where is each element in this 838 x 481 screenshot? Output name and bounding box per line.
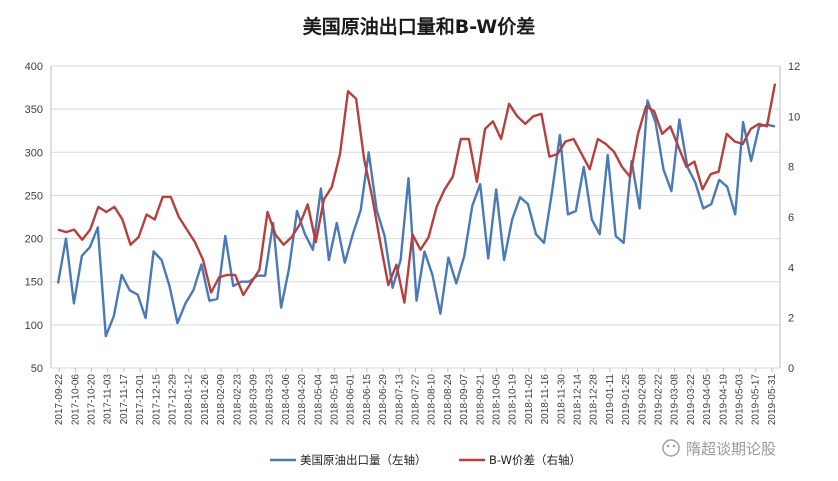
x-tick-label: 2017-10-06: [70, 374, 81, 426]
x-tick-label: 2018-07-13: [394, 374, 405, 426]
x-tick-label: 2018-08-24: [443, 374, 454, 426]
series-line-export-volume: [56, 99, 776, 338]
x-tick-label: 2018-06-29: [378, 374, 389, 426]
x-tick-label: 2018-08-10: [427, 374, 438, 426]
left-y-tick-label: 400: [25, 61, 43, 73]
x-tick-label: 2018-04-20: [297, 374, 308, 426]
right-y-tick-label: 12: [788, 61, 800, 73]
x-tick-label: 2019-04-19: [718, 374, 729, 426]
watermark-icon-dot: [666, 444, 670, 448]
x-tick-label: 2018-11-02: [524, 374, 535, 425]
chart-title: 美国原油出口量和B-W价差: [303, 15, 535, 38]
right-y-tick-label: 0: [788, 363, 794, 375]
left-y-tick-label: 100: [25, 320, 43, 332]
right-y-tick-label: 2: [788, 313, 794, 325]
legend-label-export: 美国原油出口量（左轴）: [300, 453, 427, 467]
right-y-tick-label: 4: [788, 262, 794, 274]
x-tick-label: 2018-01-26: [200, 374, 211, 426]
series-lines: [56, 83, 777, 338]
x-tick-label: 2018-12-28: [589, 374, 600, 426]
left-y-tick-label: 350: [25, 104, 43, 116]
legend-label-spread: B-W价差（右轴）: [489, 453, 581, 467]
left-y-tick-label: 50: [31, 363, 43, 375]
left-y-axis: 50 100 150 200 250 300 350 400: [25, 61, 43, 375]
x-tick-label: 2019-01-25: [621, 374, 632, 426]
x-tick-label: 2018-03-09: [249, 374, 260, 426]
x-tick-label: 2017-09-22: [54, 374, 65, 426]
x-tick-label: 2018-05-18: [330, 374, 341, 426]
x-tick-label: 2018-06-15: [362, 374, 373, 426]
x-tick-label: 2019-02-08: [637, 374, 648, 426]
left-y-tick-label: 250: [25, 190, 43, 202]
x-tick-label: 2019-04-05: [702, 374, 713, 426]
x-tick-label: 2018-04-06: [281, 374, 292, 426]
x-tick-label: 2018-02-09: [216, 374, 227, 426]
x-tick-label: 2017-12-15: [151, 374, 162, 426]
x-tick-label: 2018-10-05: [492, 374, 503, 426]
x-tick-label: 2017-10-20: [87, 374, 98, 426]
x-tick-label: 2017-11-17: [119, 374, 130, 425]
watermark: 隋超谈期论股: [662, 439, 776, 458]
x-tick-label: 2017-12-29: [168, 374, 179, 426]
series-line-bw-spread: [57, 83, 777, 304]
x-tick-label: 2018-10-19: [508, 374, 519, 426]
watermark-icon-dot: [672, 444, 676, 448]
x-tick-label: 2018-02-23: [232, 374, 243, 426]
x-tick-label: 2018-09-21: [475, 374, 486, 426]
x-tick-label: 2019-02-22: [654, 374, 665, 426]
x-tick-label: 2019-01-11: [605, 374, 616, 425]
x-tick-label: 2018-03-23: [265, 374, 276, 426]
x-tick-label: 2019-03-22: [686, 374, 697, 426]
x-tick-label: 2017-12-01: [135, 374, 146, 426]
watermark-icon: [662, 439, 680, 457]
left-y-tick-label: 300: [25, 147, 43, 159]
right-y-tick-label: 6: [788, 212, 794, 224]
x-tick-label: 2018-11-16: [540, 374, 551, 425]
x-tick-label: 2018-06-01: [346, 374, 357, 426]
x-tick-label: 2018-07-27: [411, 374, 422, 426]
left-y-tick-label: 200: [25, 234, 43, 246]
x-tick-label: 2018-09-07: [459, 374, 470, 426]
legend: 美国原油出口量（左轴） B-W价差（右轴）: [270, 453, 581, 467]
x-axis: 2017-09-22 2017-10-06 2017-10-20 2017-11-03…: [54, 368, 778, 425]
x-tick-label: 2018-12-14: [573, 374, 584, 426]
x-tick-label: 2019-05-31: [767, 374, 778, 426]
x-tick-label: 2018-05-04: [313, 374, 324, 426]
right-y-tick-label: 10: [788, 111, 800, 123]
x-tick-label: 2019-05-17: [751, 374, 762, 426]
left-y-tick-label: 150: [25, 277, 43, 289]
x-tick-label: 2019-05-03: [735, 374, 746, 426]
right-y-axis: 0 2 4 6 8 10 12: [788, 61, 800, 375]
right-y-tick-label: 8: [788, 162, 794, 174]
x-tick-label: 2017-11-03: [103, 374, 114, 425]
x-tick-label: 2019-03-08: [670, 374, 681, 426]
x-tick-label: 2018-01-12: [184, 374, 195, 426]
x-tick-label: 2018-11-30: [556, 374, 567, 425]
watermark-text: 隋超谈期论股: [686, 440, 776, 458]
